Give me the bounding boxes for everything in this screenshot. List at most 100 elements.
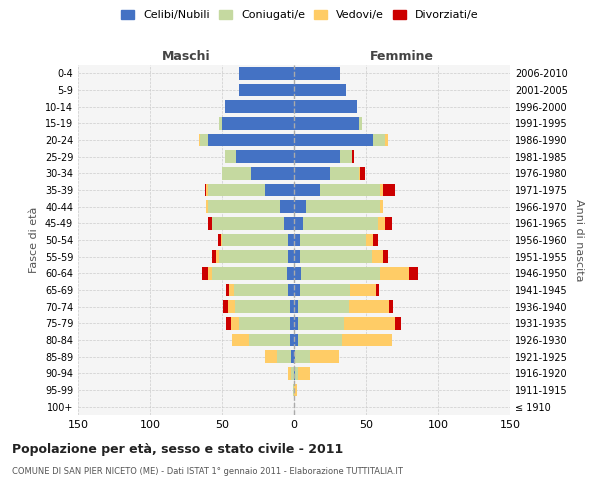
Bar (232, 334, 250, 346)
Bar (219, 117, 222, 130)
Bar (250, 334, 290, 346)
Bar (225, 150, 236, 163)
Bar (222, 117, 294, 130)
Bar (294, 100, 358, 113)
Bar (294, 184, 320, 196)
Bar (208, 217, 212, 230)
Bar (359, 167, 360, 179)
Bar (294, 217, 302, 230)
Bar (208, 267, 212, 280)
Bar (212, 267, 287, 280)
Bar (350, 284, 376, 296)
Bar (228, 300, 235, 313)
Bar (305, 200, 380, 213)
Bar (222, 167, 251, 179)
Bar (298, 367, 310, 380)
Bar (205, 184, 206, 196)
Bar (341, 334, 392, 346)
Bar (344, 317, 395, 330)
Bar (206, 184, 208, 196)
Bar (359, 117, 362, 130)
Bar (373, 234, 377, 246)
Bar (295, 367, 298, 380)
Bar (265, 184, 294, 196)
Bar (395, 317, 401, 330)
Bar (330, 167, 359, 179)
Bar (200, 134, 208, 146)
Bar (340, 150, 352, 163)
Bar (294, 134, 373, 146)
Bar (298, 334, 341, 346)
Bar (225, 100, 294, 113)
Bar (294, 167, 330, 179)
Bar (373, 134, 385, 146)
Bar (290, 300, 294, 313)
Bar (300, 250, 372, 263)
Bar (298, 317, 344, 330)
Bar (385, 134, 388, 146)
Bar (219, 250, 288, 263)
Bar (208, 134, 294, 146)
Bar (222, 234, 288, 246)
Bar (288, 367, 291, 380)
Bar (280, 200, 294, 213)
Bar (380, 200, 383, 213)
Bar (294, 284, 300, 296)
Bar (385, 217, 392, 230)
Bar (265, 350, 277, 363)
Bar (208, 184, 265, 196)
Bar (218, 234, 221, 246)
Bar (349, 300, 389, 313)
Bar (294, 200, 305, 213)
Bar (372, 250, 383, 263)
Bar (291, 367, 294, 380)
Bar (310, 350, 338, 363)
Bar (301, 267, 380, 280)
Bar (320, 184, 380, 196)
Bar (229, 284, 233, 296)
Bar (288, 284, 294, 296)
Bar (288, 250, 294, 263)
Bar (226, 284, 229, 296)
Bar (294, 300, 298, 313)
Bar (239, 67, 294, 80)
Bar (226, 317, 230, 330)
Bar (295, 350, 310, 363)
Bar (223, 300, 228, 313)
Bar (294, 150, 340, 163)
Bar (287, 267, 294, 280)
Bar (352, 150, 355, 163)
Bar (284, 217, 294, 230)
Y-axis label: Fasce di età: Fasce di età (29, 207, 39, 273)
Bar (360, 167, 365, 179)
Bar (298, 300, 349, 313)
Text: Maschi: Maschi (161, 50, 211, 62)
Bar (212, 217, 284, 230)
Bar (293, 384, 294, 396)
Bar (236, 150, 294, 163)
Bar (389, 300, 394, 313)
Bar (239, 317, 290, 330)
Bar (206, 200, 208, 213)
Bar (294, 267, 301, 280)
Bar (294, 84, 346, 96)
Text: Popolazione per età, sesso e stato civile - 2011: Popolazione per età, sesso e stato civil… (12, 442, 343, 456)
Bar (294, 367, 295, 380)
Bar (383, 184, 395, 196)
Bar (239, 84, 294, 96)
Bar (202, 267, 208, 280)
Bar (300, 234, 366, 246)
Bar (233, 284, 288, 296)
Bar (230, 317, 239, 330)
Bar (208, 200, 280, 213)
Bar (290, 334, 294, 346)
Bar (380, 267, 409, 280)
Bar (251, 167, 294, 179)
Bar (302, 217, 377, 230)
Bar (294, 67, 340, 80)
Bar (366, 234, 373, 246)
Bar (288, 234, 294, 246)
Bar (294, 350, 295, 363)
Bar (409, 267, 418, 280)
Bar (212, 250, 216, 263)
